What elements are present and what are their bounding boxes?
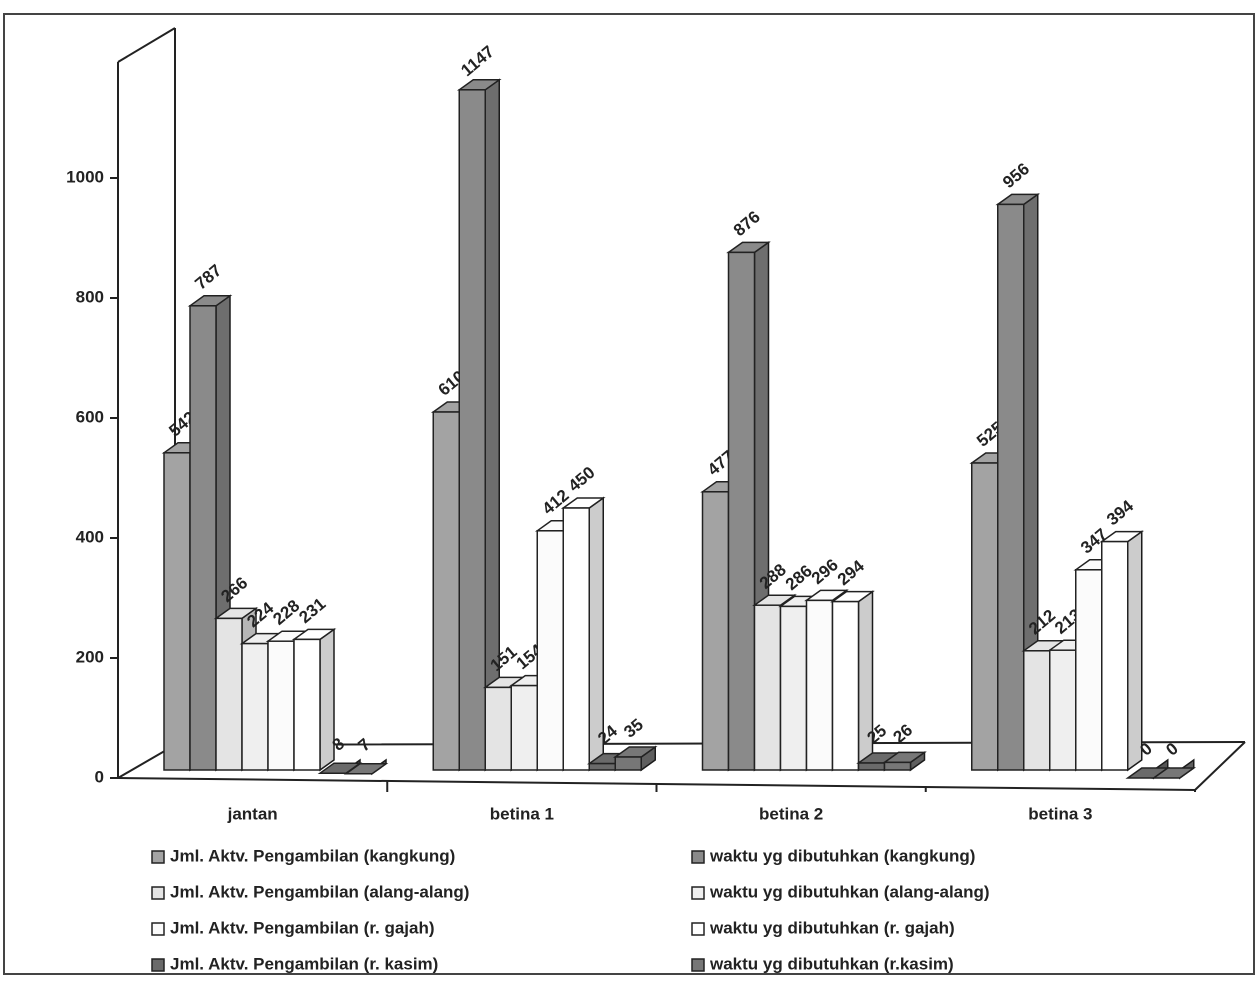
legend-swatch [151,958,165,972]
y-tick-label: 0 [95,767,104,786]
y-tick-label: 200 [76,647,104,666]
bar [189,305,217,771]
y-tick-label: 600 [76,407,104,426]
bar [215,617,243,771]
value-label: 1147 [457,42,497,80]
bar [536,530,564,771]
bar-top [343,763,389,775]
bar [588,762,616,771]
bar-side [319,627,335,772]
legend-label: waktu yg dibutuhkan (r. gajah) [709,918,955,937]
legend-label: waktu yg dibutuhkan (r.kasim) [709,954,954,973]
y-tick-label: 400 [76,527,104,546]
bar [432,411,460,771]
bar [1049,649,1077,771]
x-tick-label: betina 1 [490,804,554,823]
bar-side [857,590,874,772]
bar [510,684,538,771]
bar-side [1127,530,1143,772]
legend-label: Jml. Aktv. Pengambilan (kangkung) [170,846,455,865]
frame [3,13,1255,975]
bar [1023,650,1051,771]
value-label: 956 [999,159,1033,192]
legend-swatch [691,958,705,972]
bar [484,686,512,771]
bar [1075,569,1103,771]
x-tick-label: betina 2 [759,804,823,823]
legend-swatch [691,886,705,900]
legend-swatch [691,922,705,936]
legend-swatch [151,850,165,864]
bar [727,251,756,771]
bar [971,462,999,771]
floor-edge [1194,741,1246,791]
legend-swatch [151,886,165,900]
value-label: 787 [191,261,225,294]
bar [458,89,486,771]
value-label: 450 [565,463,599,496]
y-tick-label: 1000 [66,167,104,186]
bar [997,203,1025,771]
bar [753,604,782,771]
bar [562,507,590,771]
value-label: 394 [1103,496,1137,529]
bar-top [1151,767,1197,779]
value-label: 876 [730,207,764,240]
legend-label: waktu yg dibutuhkan (alang-alang) [709,882,990,901]
legend-label: Jml. Aktv. Pengambilan (alang-alang) [170,882,469,901]
bar [163,452,191,771]
legend-label: waktu yg dibutuhkan (kangkung) [709,846,975,865]
bar [701,491,730,771]
bar [805,599,834,771]
legend-swatch [151,922,165,936]
bar [241,642,269,771]
bar [857,762,886,771]
y-tick-label: 800 [76,287,104,306]
wall-edge [117,27,176,63]
legend-label: Jml. Aktv. Pengambilan (r. gajah) [170,918,435,937]
x-tick-label: jantan [227,804,278,823]
value-label: 231 [295,594,329,627]
bar [883,761,912,771]
value-label: 35 [620,715,647,742]
legend-swatch [691,850,705,864]
bar [1101,540,1129,771]
bar [614,756,642,771]
legend-label: Jml. Aktv. Pengambilan (r. kasim) [170,954,438,973]
value-label: 294 [834,556,868,589]
bar [293,638,321,771]
x-tick-label: betina 3 [1028,804,1092,823]
bar [831,600,860,771]
bar [267,640,295,771]
bar [779,605,808,771]
